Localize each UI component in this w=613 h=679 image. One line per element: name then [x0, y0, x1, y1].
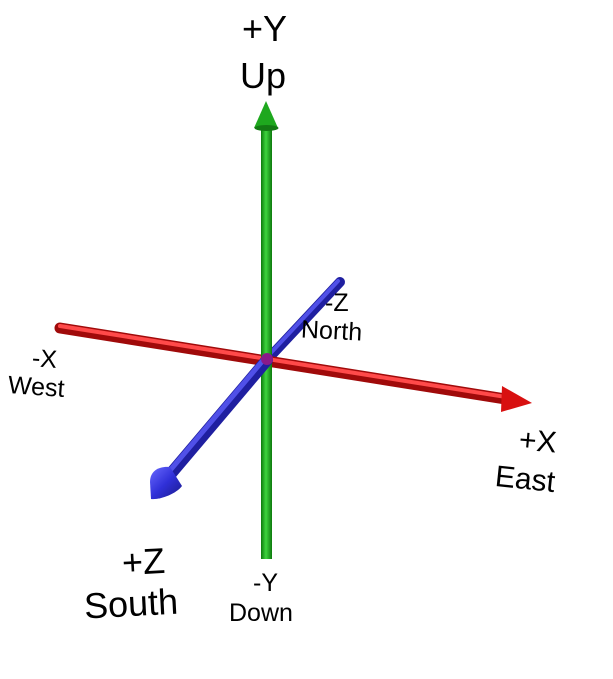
neg-z-direction-label: North [300, 315, 363, 347]
y-axis-arrowhead [254, 101, 278, 128]
x-axis-arrowhead [501, 386, 532, 412]
pos-y-direction-label: Up [240, 55, 287, 96]
neg-y-direction-label: Down [229, 599, 293, 627]
neg-y-sign-label: -Y [253, 569, 278, 597]
z-axis-arrowhead [150, 466, 182, 500]
neg-x-sign-label: -X [31, 344, 58, 374]
x-axis [54, 322, 532, 412]
z-axis [150, 354, 273, 500]
pos-x-sign-label: +X [517, 423, 558, 460]
y-axis [254, 101, 279, 559]
neg-z-sign-label: -Z [325, 289, 349, 317]
pos-z-direction-label: South [82, 580, 180, 627]
neg-x-direction-label: West [7, 371, 66, 403]
origin-point [261, 353, 273, 365]
pos-y-sign-label: +Y [242, 8, 288, 49]
pos-x-direction-label: East [493, 459, 557, 500]
z-axis-north-segment [262, 277, 345, 365]
pos-z-sign-label: +Z [120, 539, 167, 584]
